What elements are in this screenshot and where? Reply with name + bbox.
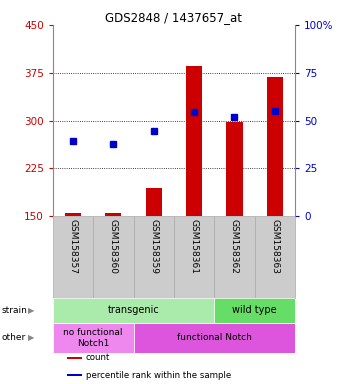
Text: transgenic: transgenic (108, 306, 160, 316)
Bar (255, 216, 295, 298)
Bar (105, 213, 121, 216)
Text: other: other (2, 333, 26, 342)
Bar (267, 77, 283, 216)
Bar (186, 66, 202, 216)
Bar (93, 216, 134, 298)
Bar (174, 216, 214, 298)
Text: count: count (86, 353, 110, 362)
Text: GSM158360: GSM158360 (109, 218, 118, 274)
Bar (68, 374, 82, 376)
Bar (146, 187, 162, 216)
Bar (214, 216, 255, 298)
Bar (68, 357, 82, 359)
Text: ▶: ▶ (28, 306, 34, 315)
Bar (65, 213, 81, 216)
Text: GSM158362: GSM158362 (230, 218, 239, 273)
Bar (134, 323, 295, 353)
Text: ▶: ▶ (28, 333, 34, 342)
Text: GSM158357: GSM158357 (69, 218, 77, 274)
Text: strain: strain (2, 306, 28, 315)
Title: GDS2848 / 1437657_at: GDS2848 / 1437657_at (105, 11, 242, 24)
Text: percentile rank within the sample: percentile rank within the sample (86, 371, 231, 380)
Text: wild type: wild type (232, 306, 277, 316)
Bar (53, 323, 134, 353)
Text: functional Notch: functional Notch (177, 333, 252, 342)
Bar (134, 216, 174, 298)
Bar (226, 122, 242, 216)
Text: GSM158359: GSM158359 (149, 218, 158, 274)
Bar (53, 216, 93, 298)
Text: no functional
Notch1: no functional Notch1 (63, 328, 123, 348)
Bar (214, 298, 295, 323)
Text: GSM158361: GSM158361 (190, 218, 198, 274)
Text: GSM158363: GSM158363 (270, 218, 279, 274)
Bar (53, 298, 214, 323)
